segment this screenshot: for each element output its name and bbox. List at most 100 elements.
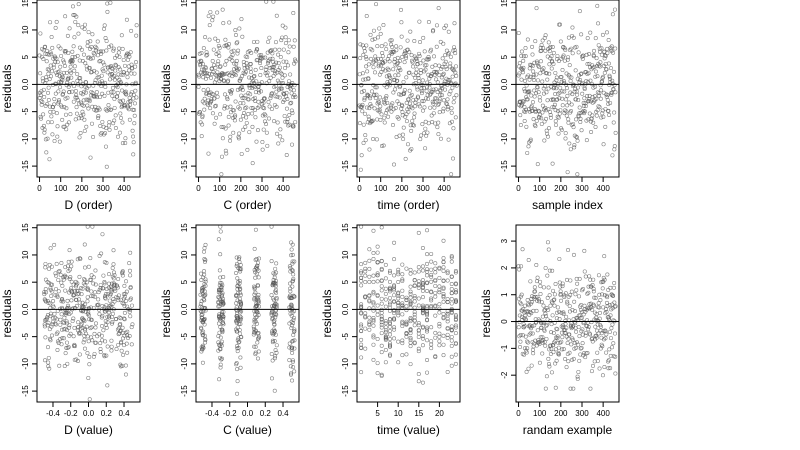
data-point (249, 105, 254, 110)
data-point (563, 47, 568, 52)
data-point (42, 292, 47, 297)
data-point (212, 121, 217, 126)
data-point (554, 75, 559, 80)
data-point (241, 101, 246, 106)
data-point (449, 309, 454, 314)
data-point (381, 143, 386, 148)
data-point (242, 96, 247, 101)
data-point (84, 97, 89, 102)
data-point (547, 268, 552, 273)
data-point (251, 324, 256, 329)
data-point (425, 85, 430, 90)
data-point (288, 289, 293, 294)
data-point (449, 363, 454, 368)
data-point (289, 313, 294, 318)
data-point (417, 53, 422, 58)
data-point (413, 75, 418, 80)
data-point (441, 260, 446, 265)
y-axis-title: residuals (159, 289, 173, 337)
data-point (449, 334, 454, 339)
data-point (42, 322, 47, 327)
data-point (113, 62, 118, 67)
data-point (105, 1, 110, 6)
data-point (536, 108, 541, 113)
data-point (241, 127, 246, 132)
data-point (57, 363, 62, 368)
data-point (605, 46, 610, 51)
data-point (115, 285, 120, 290)
data-point (67, 26, 72, 31)
y-tick-label: 5 (21, 54, 30, 59)
data-point (397, 133, 402, 138)
data-point (408, 362, 413, 367)
data-point (444, 48, 449, 53)
data-point (132, 101, 137, 106)
data-point (42, 324, 47, 329)
data-point (449, 110, 454, 115)
data-point (291, 272, 296, 277)
data-point (130, 66, 135, 71)
data-point (116, 332, 121, 337)
data-point (81, 112, 86, 117)
data-point (213, 104, 218, 109)
data-point (383, 304, 388, 309)
data-point (413, 100, 418, 105)
data-point (574, 117, 579, 122)
data-point (127, 68, 132, 73)
data-point (62, 60, 67, 65)
data-point (46, 97, 51, 102)
data-point (400, 278, 405, 283)
data-point (274, 13, 279, 18)
data-point (125, 71, 130, 76)
data-point (219, 343, 224, 348)
data-point (67, 277, 72, 282)
data-point (567, 141, 572, 146)
data-point (217, 377, 222, 382)
data-point (223, 148, 228, 153)
data-point (375, 44, 380, 49)
data-point (420, 264, 425, 269)
data-point (64, 127, 69, 132)
data-point (387, 320, 392, 325)
data-point (44, 59, 49, 64)
data-point (59, 53, 64, 58)
data-point (211, 92, 216, 97)
data-point (253, 67, 258, 72)
data-point (203, 337, 208, 342)
data-point (582, 96, 587, 101)
data-point (238, 269, 243, 274)
data-point (572, 299, 577, 304)
data-point (367, 319, 372, 324)
data-point (79, 113, 84, 118)
data-point (453, 317, 458, 322)
data-point (371, 306, 376, 311)
data-point (131, 92, 136, 97)
data-point (288, 371, 293, 376)
data-point (235, 51, 240, 56)
data-point (557, 96, 562, 101)
data-point (416, 282, 421, 287)
data-point (375, 244, 380, 249)
data-point (400, 132, 405, 137)
data-point (117, 130, 122, 135)
data-point (115, 327, 120, 332)
y-tick-label: -15 (180, 385, 189, 397)
data-point (595, 322, 600, 327)
data-point (396, 68, 401, 73)
data-point (109, 344, 114, 349)
data-point (234, 305, 239, 310)
data-point (61, 336, 66, 341)
data-point (90, 91, 95, 96)
data-point (271, 277, 276, 282)
data-point (292, 369, 297, 374)
data-point (65, 361, 70, 366)
data-point (520, 99, 525, 104)
data-point (66, 325, 71, 330)
data-point (237, 78, 242, 83)
data-point (597, 310, 602, 315)
data-point (587, 274, 592, 279)
data-point (558, 39, 563, 44)
data-point (398, 7, 403, 12)
data-point (529, 363, 534, 368)
data-point (438, 92, 443, 97)
